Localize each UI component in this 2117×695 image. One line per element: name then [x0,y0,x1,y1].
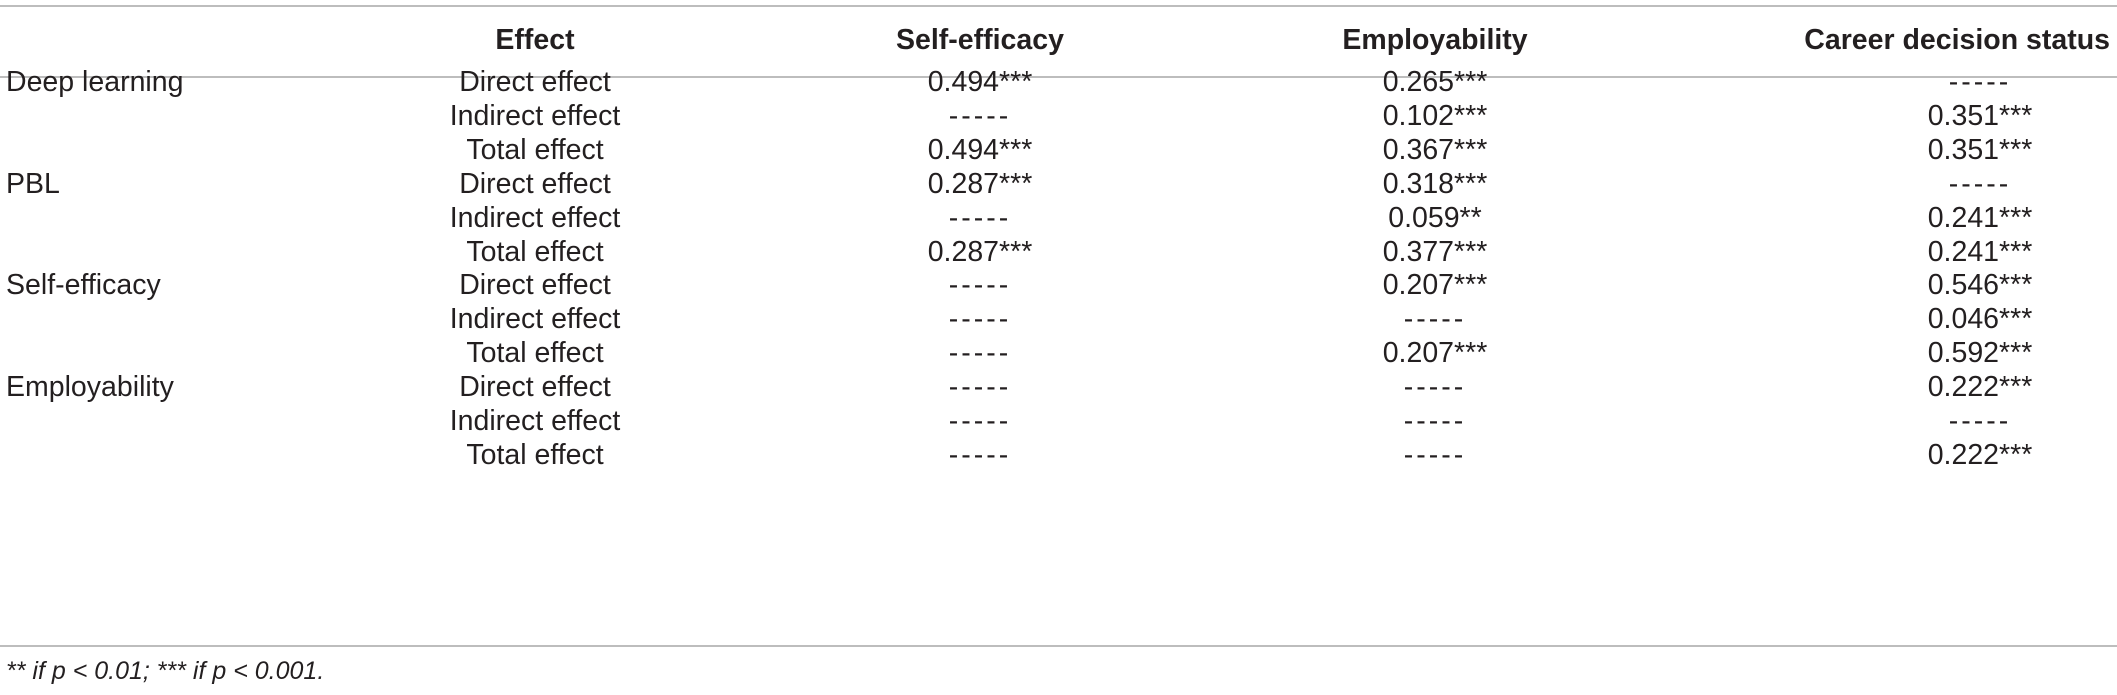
self-efficacy-value: ----- [948,371,1012,404]
header-self-efficacy: Self-efficacy [896,24,1064,56]
career-decision-status-value: 0.222*** [1927,371,2033,404]
career-decision-status-value: ----- [1948,167,2012,200]
effect-type: Indirect effect [449,405,621,437]
employability-value: 0.367*** [1382,133,1488,166]
self-efficacy-value: 0.494*** [927,133,1033,166]
row-label: Self-efficacy [6,269,161,302]
effect-type: Indirect effect [449,99,621,132]
row-label: PBL [6,167,60,200]
employability-value: 0.207*** [1382,269,1488,302]
effect-type: Total effect [466,235,604,268]
effect-type: Total effect [466,133,604,166]
table-bottom-rule [0,645,2117,647]
self-efficacy-value: 0.287*** [927,235,1033,268]
career-decision-status-value: 0.351*** [1927,99,2033,132]
header-employability: Employability [1342,24,1528,56]
row-label: Deep learning [6,66,184,98]
employability-value: 0.207*** [1382,337,1488,370]
career-decision-status-value: 0.351*** [1927,133,2033,166]
career-decision-status-value: 0.592*** [1927,337,2033,370]
career-decision-status-value: 0.046*** [1927,303,2033,336]
self-efficacy-value: ----- [948,99,1012,132]
effect-type: Total effect [466,438,604,471]
self-efficacy-value: ----- [948,201,1012,234]
header-career-decision-status: Career decision status [1804,24,2110,56]
employability-value: ----- [1403,371,1467,404]
self-efficacy-value: ----- [948,303,1012,336]
effect-type: Indirect effect [449,303,621,336]
career-decision-status-value: 0.241*** [1927,201,2033,234]
employability-value: ----- [1403,438,1467,471]
employability-value: ----- [1403,303,1467,336]
career-decision-status-value: 0.546*** [1927,269,2033,302]
employability-value: ----- [1403,405,1467,437]
effect-type: Direct effect [459,371,611,404]
self-efficacy-value: ----- [948,337,1012,370]
table-top-rule [0,5,2117,7]
career-decision-status-value: ----- [1948,405,2012,437]
self-efficacy-value: ----- [948,269,1012,302]
effect-type: Total effect [466,337,604,370]
employability-value: 0.377*** [1382,235,1488,268]
table-header-rule [0,76,2117,78]
career-decision-status-value: 0.241*** [1927,235,2033,268]
self-efficacy-value: 0.494*** [927,66,1033,98]
table-footnote: ** if p < 0.01; *** if p < 0.001. [6,657,325,685]
employability-value: 0.265*** [1382,66,1488,98]
header-effect: Effect [495,24,575,56]
effect-type: Direct effect [459,66,611,98]
self-efficacy-value: ----- [948,405,1012,437]
row-label: Employability [6,371,174,404]
employability-value: 0.318*** [1382,167,1488,200]
self-efficacy-value: 0.287*** [927,167,1033,200]
effect-type: Direct effect [459,269,611,302]
career-decision-status-value: ----- [1948,66,2012,98]
effect-type: Indirect effect [449,201,621,234]
effect-type: Direct effect [459,167,611,200]
employability-value: 0.059** [1388,201,1482,234]
career-decision-status-value: 0.222*** [1927,438,2033,471]
employability-value: 0.102*** [1382,99,1488,132]
self-efficacy-value: ----- [948,438,1012,471]
